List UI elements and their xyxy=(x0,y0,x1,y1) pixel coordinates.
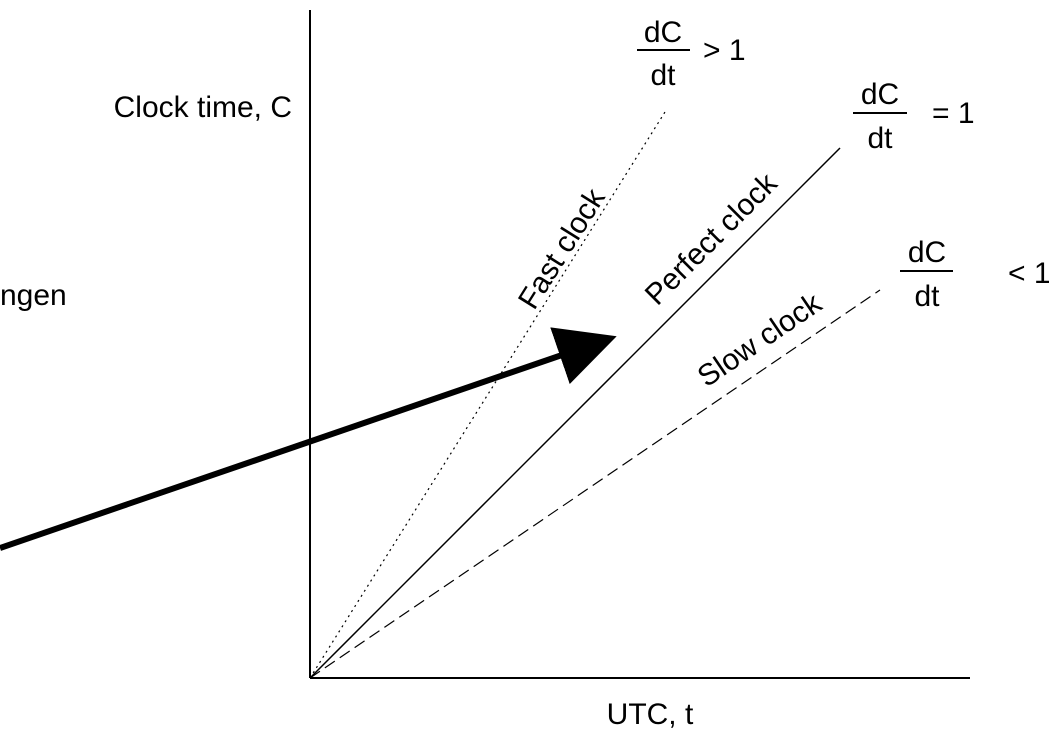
perfect-rate-numerator: dC xyxy=(861,78,899,111)
slow-rate-numerator: dC xyxy=(908,236,946,269)
perfect-clock-rate: dC dt = 1 xyxy=(853,78,975,155)
slow-clock-line xyxy=(309,289,881,679)
y-axis-label: Clock time, C xyxy=(114,91,292,124)
perfect-clock-line xyxy=(309,147,841,679)
fast-rate-numerator: dC xyxy=(644,16,682,49)
slow-rate-relation: < 1 xyxy=(1008,257,1049,290)
pointer-arrow xyxy=(0,327,617,551)
fast-rate-denominator: dt xyxy=(650,59,676,92)
perfect-rate-relation: = 1 xyxy=(932,97,975,130)
x-axis-label: UTC, t xyxy=(607,698,694,731)
perfect-rate-denominator: dt xyxy=(867,122,893,155)
slow-clock-rate: dC dt < 1 xyxy=(900,236,1049,313)
fast-clock-line xyxy=(309,111,666,679)
fast-rate-relation: > 1 xyxy=(703,34,746,67)
partial-left-text: ngen xyxy=(0,279,67,312)
fast-clock-label: Fast clock xyxy=(512,182,612,315)
perfect-clock-label: Perfect clock xyxy=(639,166,784,311)
slow-clock-label: Slow clock xyxy=(692,286,829,394)
fast-clock-rate: dC dt > 1 xyxy=(637,16,746,92)
slow-rate-denominator: dt xyxy=(914,280,940,313)
